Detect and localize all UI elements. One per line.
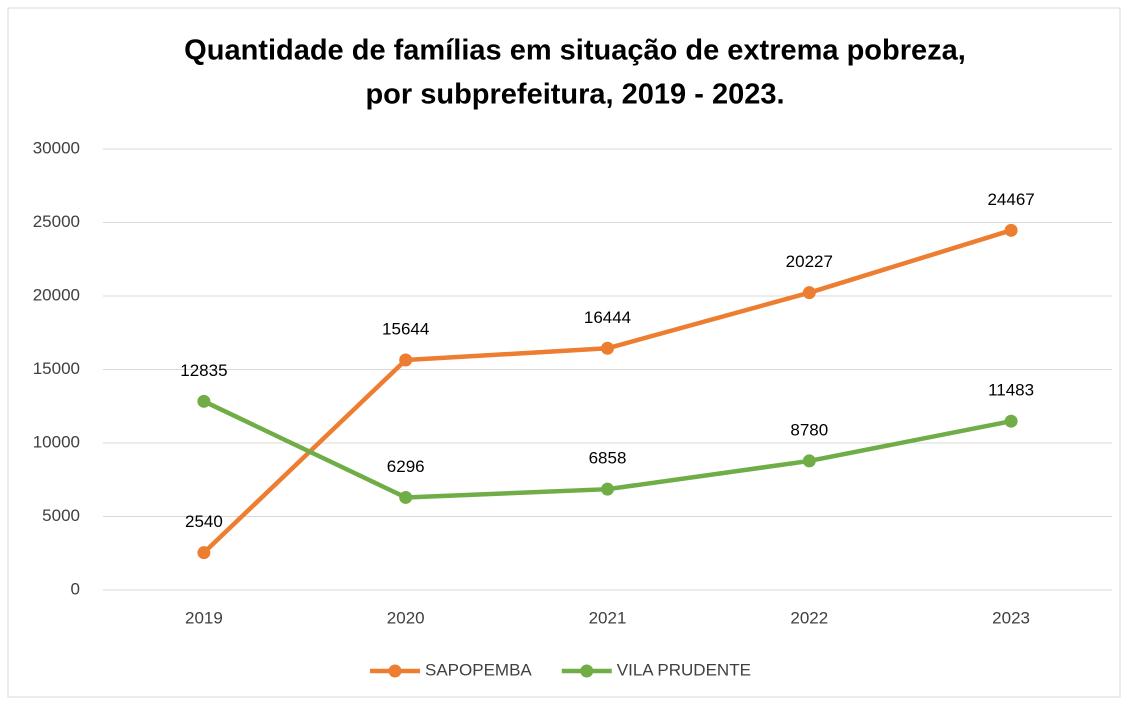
data-label: 16444 [584,308,631,327]
data-label: 6296 [387,457,425,476]
data-label: 8780 [790,420,828,439]
x-tick-label: 2023 [992,608,1030,627]
data-label: 12835 [180,361,227,380]
data-label: 2540 [185,512,223,531]
legend-marker [580,664,594,678]
point [197,546,211,560]
y-tick-label: 5000 [42,506,80,525]
y-tick-label: 15000 [33,359,80,378]
legend-label: VILA PRUDENTE [617,660,751,679]
point [802,286,816,300]
data-label: 6858 [589,449,627,468]
point [601,482,614,496]
chart-title: por subprefeitura, 2019 - 2023. [365,79,784,111]
point [601,341,614,355]
data-label: 11483 [988,381,1034,400]
x-tick-label: 2021 [589,608,627,627]
point [399,353,413,367]
legend-label: SAPOPEMBA [425,660,532,679]
y-tick-label: 10000 [33,432,80,451]
y-tick-label: 0 [71,579,80,598]
data-label: 24467 [987,190,1034,209]
point [399,490,413,504]
x-tick-label: 2020 [387,608,425,627]
point [197,394,211,408]
y-tick-label: 20000 [33,285,80,304]
x-tick-label: 2019 [185,608,223,627]
legend-marker [388,664,402,678]
data-label: 15644 [382,320,429,339]
data-label: 20227 [786,252,833,271]
x-tick-label: 2022 [790,608,828,627]
point [802,454,816,468]
point [1004,414,1018,428]
point [1004,223,1018,237]
chart-title: Quantidade de famílias em situação de ex… [184,35,966,67]
y-tick-label: 30000 [33,138,80,157]
y-tick-label: 25000 [33,212,80,231]
